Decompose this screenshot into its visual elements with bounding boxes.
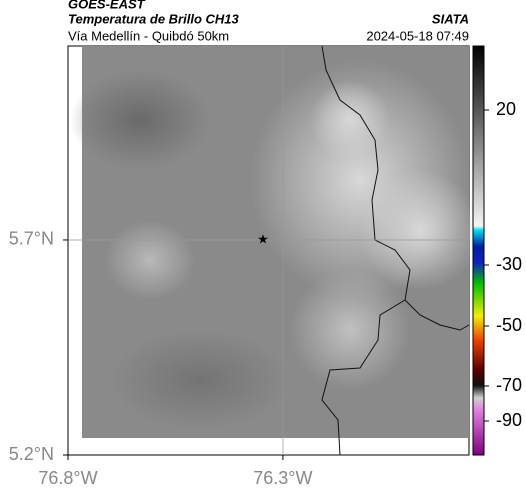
subtitle: Temperatura de Brillo CH13 [68,11,240,26]
route: Vía Medellín - Quibdó 50km [68,28,229,43]
map: ★ [67,45,480,456]
x-tick-label: 76.8°W [38,468,97,488]
colorbar-tick-label: -70 [496,375,522,395]
colorbar-tick-label: -90 [496,410,522,430]
x-tick-label: 76.3°W [253,468,312,488]
source: SIATA [432,11,469,26]
colorbar-tick-label: -50 [496,315,522,335]
timestamp: 2024-05-18 07:49 [366,28,469,43]
station-star: ★ [257,231,269,246]
colorbar-tick-label: -30 [496,254,522,274]
y-tick-label: 5.2°N [9,444,54,464]
border-line [321,45,470,456]
colorbar-tick-label: 20 [496,99,516,119]
colorbar [472,45,485,456]
title: GOES-EAST [68,0,146,11]
y-tick-label: 5.7°N [9,229,54,249]
